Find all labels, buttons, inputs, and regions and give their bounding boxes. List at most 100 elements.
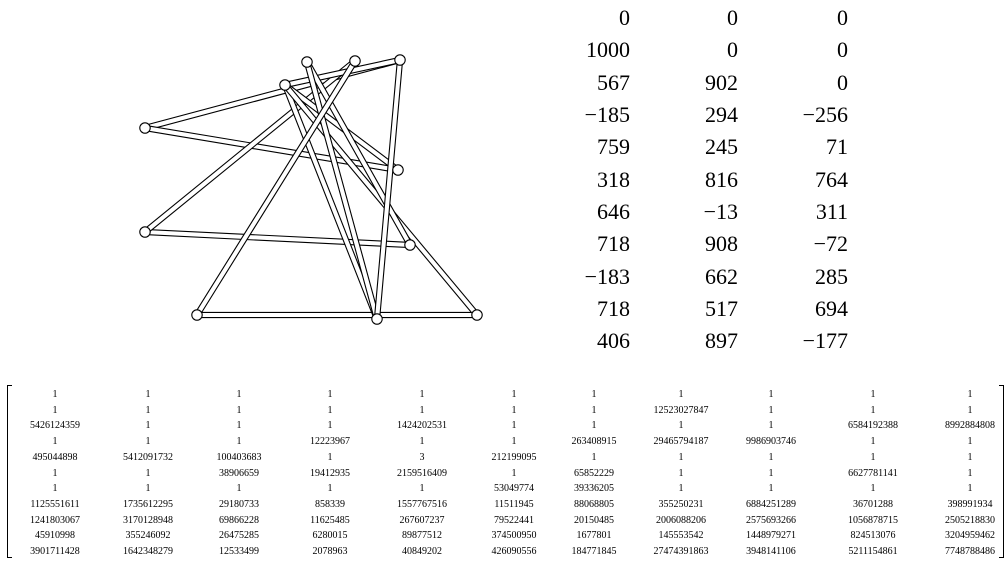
coordinate-value: 897 — [705, 328, 738, 354]
matrix-cell: 40849202 — [402, 546, 442, 557]
coordinate-value: 0 — [837, 37, 848, 63]
coordinate-value: 0 — [727, 5, 738, 31]
matrix-cell: 1 — [870, 389, 876, 400]
joint — [404, 239, 416, 251]
coordinate-value: 816 — [705, 166, 738, 192]
joint — [139, 122, 151, 134]
matrix-cell: 212199095 — [491, 451, 537, 463]
matrix-cell: 1 — [511, 420, 517, 432]
matrix-cell: 5412091732 — [123, 451, 173, 463]
matrix-cell: 38906659 — [219, 467, 259, 479]
matrix-row: 5426124359 1 1 1 1424202531 1 1 1 1 6584192388 899… — [0, 420, 1005, 436]
matrix: 1 1 1 1 1 1 1 1 1 1 1 1 1 1 1 1 1 1 12523027847 1 1 1 54261243… — [0, 381, 1005, 559]
matrix-cell: 1 — [967, 451, 973, 463]
matrix-cell: 1 — [967, 404, 973, 416]
matrix-cell: 1 — [678, 451, 684, 463]
matrix-cell: 69866228 — [219, 514, 259, 526]
matrix-cell: 824513076 — [850, 530, 896, 542]
matrix-cell: 1 — [967, 436, 973, 448]
bar — [194, 58, 358, 318]
coordinate-value: 294 — [705, 102, 738, 128]
coordinate-value: −185 — [584, 102, 630, 128]
matrix-cell: 1 — [145, 467, 151, 479]
coordinate-value: −183 — [584, 263, 630, 289]
matrix-cell: 267607237 — [399, 514, 445, 526]
coordinate-value: 718 — [597, 295, 630, 321]
bar — [196, 311, 478, 319]
matrix-cell: 1 — [768, 451, 774, 463]
matrix-cell: 1448979271 — [746, 530, 796, 542]
matrix-cell: 12533499 — [219, 546, 259, 557]
matrix-cell: 5426124359 — [30, 420, 80, 432]
matrix-cell: 2006088206 — [656, 514, 706, 526]
joint — [279, 79, 291, 91]
matrix-cell: 1 — [511, 404, 517, 416]
matrix-cell: 1 — [678, 420, 684, 432]
coordinate-value: 406 — [597, 328, 630, 354]
matrix-cell: 1241803067 — [30, 514, 80, 526]
coordinate-value: 311 — [815, 198, 848, 224]
matrix-cell: 1 — [145, 483, 151, 495]
matrix-cell: 355246092 — [125, 530, 171, 542]
matrix-cell: 1 — [145, 420, 151, 432]
matrix-cell: 355250231 — [658, 498, 704, 510]
matrix-cell: 1 — [967, 483, 973, 495]
coordinate-row: 406 897 −177 — [550, 325, 848, 357]
matrix-cell: 19412935 — [310, 467, 350, 479]
matrix-row: 1 1 38906659 19412935 2159516409 1 65852229 1 1 6… — [0, 468, 1005, 484]
matrix-cell: 3 — [419, 451, 425, 463]
coordinate-value: −177 — [802, 328, 848, 354]
matrix-cell: 1 — [678, 389, 684, 400]
matrix-cell: 65852229 — [574, 467, 614, 479]
matrix-cell: 2505218830 — [945, 514, 995, 526]
coordinate-row: −185 294 −256 — [550, 99, 848, 131]
coordinate-value: 759 — [597, 134, 630, 160]
matrix-row: 1 1 1 12223967 1 1 263408915 29465794187 9986903… — [0, 436, 1005, 452]
matrix-cell: 8992884808 — [945, 420, 995, 432]
matrix-cell: 1 — [145, 404, 151, 416]
matrix-cell: 2575693266 — [746, 514, 796, 526]
matrix-cell: 79522441 — [494, 514, 534, 526]
matrix-cell: 495044898 — [32, 451, 78, 463]
matrix-cell: 2159516409 — [397, 467, 447, 479]
matrix-cell: 39336205 — [574, 483, 614, 495]
joint — [301, 56, 313, 68]
matrix-cell: 398991934 — [947, 498, 993, 510]
coordinate-value: −13 — [703, 198, 738, 224]
coordinate-value: 567 — [597, 69, 630, 95]
joint — [392, 164, 404, 176]
matrix-cell: 11511945 — [494, 498, 534, 510]
joint — [371, 313, 383, 325]
matrix-cell: 1 — [870, 404, 876, 416]
matrix-cell: 1 — [327, 451, 333, 463]
matrix-cell: 6584192388 — [848, 420, 898, 432]
matrix-cell: 1 — [768, 404, 774, 416]
matrix-cell: 1 — [511, 389, 517, 400]
matrix-cell: 1 — [768, 467, 774, 479]
coordinate-value: 694 — [815, 295, 848, 321]
matrix-cell: 6280015 — [312, 530, 348, 542]
matrix-cell: 2078963 — [312, 546, 348, 557]
matrix-cell: 36701288 — [853, 498, 893, 510]
coordinate-value: 1000 — [586, 37, 630, 63]
matrix-row: 1241803067 3170128948 69866228 11625485 2676… — [0, 515, 1005, 531]
matrix-cell: 1 — [870, 451, 876, 463]
matrix-cell: 29180733 — [219, 498, 259, 510]
coordinate-value: 245 — [705, 134, 738, 160]
joint — [191, 309, 203, 321]
matrix-cell: 1 — [52, 483, 58, 495]
matrix-cell: 26475285 — [219, 530, 259, 542]
matrix-cell: 1 — [768, 389, 774, 400]
matrix-cell: 1 — [52, 404, 58, 416]
right-bracket — [999, 385, 1004, 558]
matrix-cell: 20150485 — [574, 514, 614, 526]
matrix-row: 3901711428 1642348279 12533499 2078963 40849… — [0, 546, 1005, 562]
coordinate-value: 0 — [727, 37, 738, 63]
coordinate-row: 718 908 −72 — [550, 228, 848, 260]
joint — [471, 309, 483, 321]
joint — [139, 226, 151, 238]
coordinate-value: 71 — [826, 134, 848, 160]
matrix-row: 495044898 5412091732 100403683 1 3 212199095 1… — [0, 452, 1005, 468]
matrix-cell: 6627781141 — [848, 467, 898, 479]
coordinate-value: 517 — [705, 295, 738, 321]
